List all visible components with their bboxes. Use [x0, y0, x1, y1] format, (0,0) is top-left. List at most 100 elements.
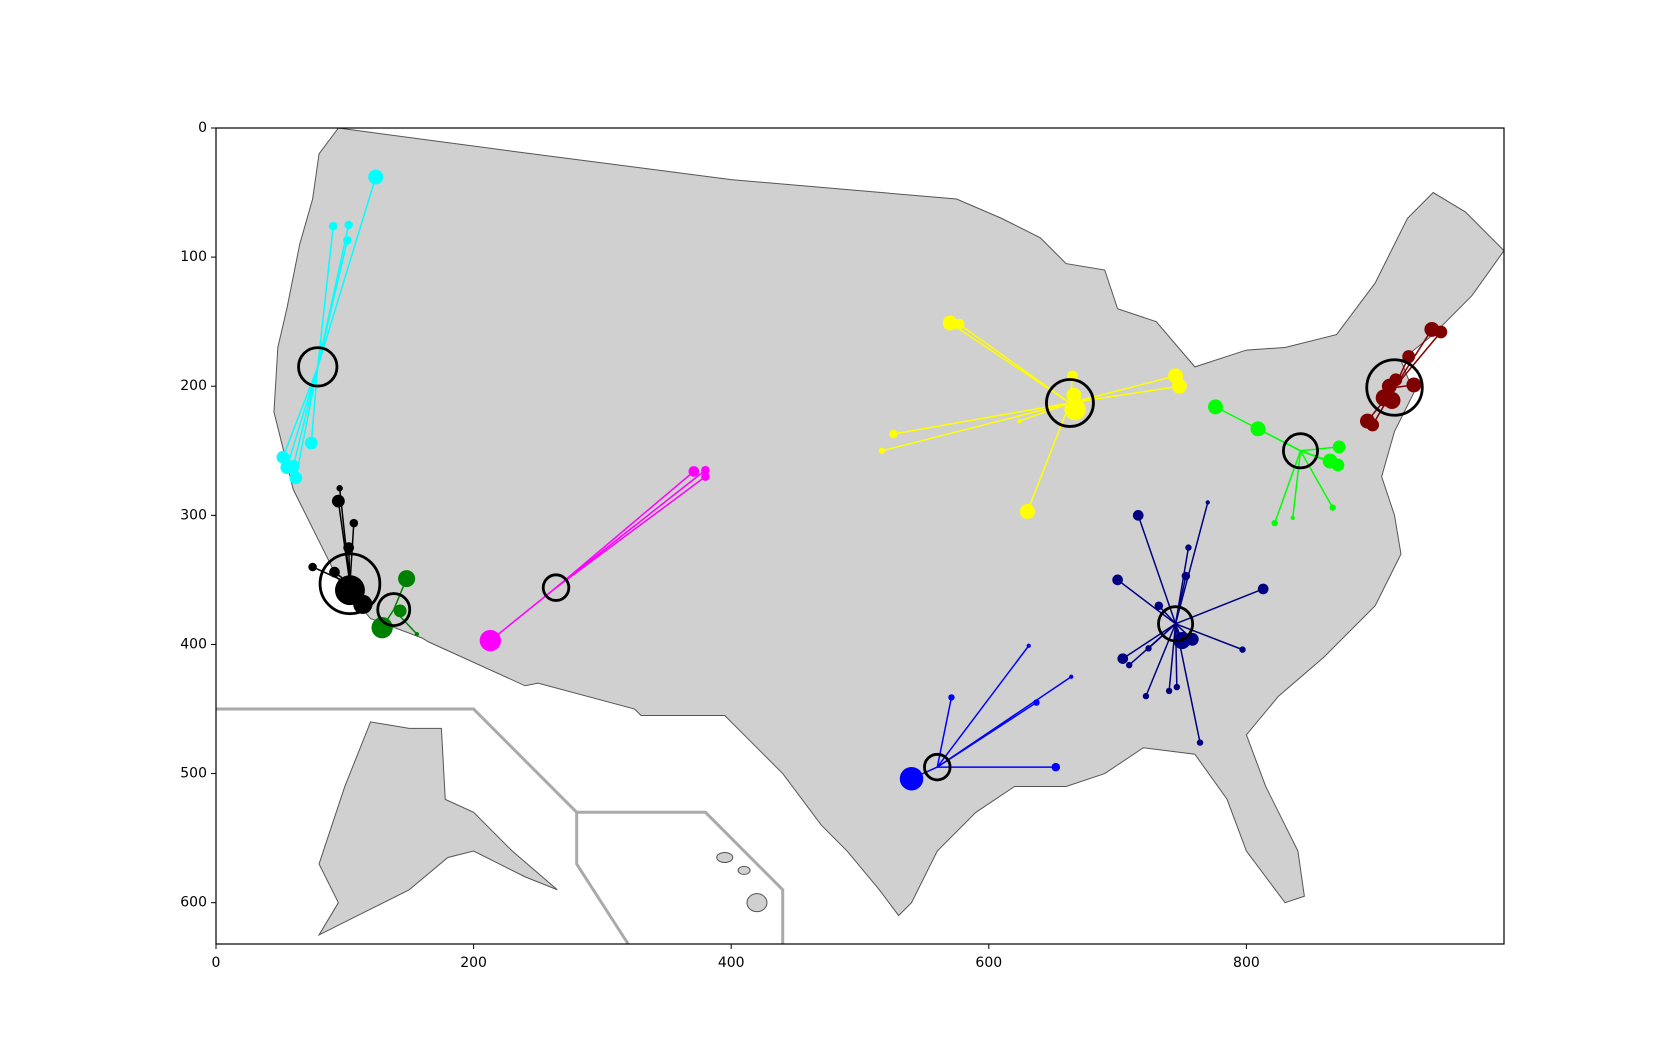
plot-area — [276, 169, 1448, 791]
x-tick-label: 800 — [1233, 955, 1260, 971]
link — [317, 176, 377, 368]
link — [1175, 623, 1243, 651]
y-tick-label: 400 — [180, 636, 207, 652]
point — [344, 220, 353, 230]
point — [1171, 378, 1187, 394]
y-tick-label: 600 — [180, 895, 207, 911]
point — [1125, 661, 1133, 669]
us-outline — [273, 127, 1505, 917]
link — [555, 469, 706, 589]
point — [1332, 440, 1346, 454]
point — [1271, 519, 1278, 527]
link — [1257, 428, 1301, 452]
cluster-center — [923, 752, 952, 782]
point — [1033, 699, 1040, 706]
point — [1142, 692, 1150, 700]
point — [1181, 571, 1191, 581]
link — [555, 470, 695, 589]
link — [286, 366, 319, 468]
cluster-center — [318, 552, 382, 616]
point — [1132, 510, 1144, 521]
link — [1174, 623, 1178, 688]
point — [1026, 643, 1031, 648]
point — [1406, 377, 1422, 393]
point — [1112, 574, 1123, 586]
point — [1196, 739, 1204, 746]
hawaii-island — [737, 865, 751, 875]
x-tick-label: 400 — [718, 955, 745, 971]
point — [688, 466, 700, 477]
x-tick-label: 600 — [975, 955, 1002, 971]
point — [878, 447, 886, 454]
point — [1331, 458, 1345, 472]
point — [304, 436, 318, 450]
point — [1389, 373, 1403, 387]
point — [1066, 387, 1082, 403]
point — [1208, 399, 1223, 415]
point — [308, 562, 317, 572]
link — [292, 366, 319, 467]
point — [948, 694, 955, 701]
point — [414, 631, 420, 637]
link — [317, 240, 349, 368]
link — [1069, 375, 1176, 404]
cluster-center — [1365, 358, 1424, 417]
point — [393, 604, 407, 618]
point — [336, 485, 343, 492]
link — [1026, 402, 1071, 512]
link — [1145, 623, 1177, 697]
hawaii-island — [716, 851, 734, 863]
axes-frame — [215, 127, 1505, 945]
cluster-center — [297, 346, 339, 388]
link — [1175, 588, 1264, 625]
link — [1069, 385, 1180, 404]
y-tick-label: 200 — [180, 378, 207, 394]
point — [331, 494, 345, 508]
point — [889, 429, 898, 439]
link — [1299, 450, 1334, 508]
link — [282, 366, 319, 458]
link — [881, 402, 1071, 452]
point — [371, 616, 393, 639]
point — [1145, 645, 1152, 652]
point — [1290, 515, 1295, 521]
link — [1300, 446, 1340, 452]
link — [936, 701, 1037, 768]
point — [398, 570, 416, 588]
point — [953, 318, 965, 330]
point — [1173, 683, 1181, 691]
point — [1402, 350, 1416, 363]
point — [1069, 674, 1074, 679]
point — [1185, 544, 1192, 551]
link — [1292, 450, 1302, 519]
y-tick-label: 0 — [198, 120, 207, 136]
point — [1154, 601, 1164, 610]
point — [942, 315, 958, 331]
link — [893, 402, 1071, 435]
y-tick-label: 300 — [180, 507, 207, 523]
map — [216, 127, 1505, 945]
point — [286, 459, 300, 473]
point — [1257, 583, 1269, 595]
point — [1019, 503, 1035, 519]
point — [328, 221, 338, 231]
point — [1117, 653, 1129, 664]
point — [1165, 687, 1173, 695]
link — [1174, 547, 1190, 624]
link — [1393, 331, 1442, 388]
cluster-center — [1045, 378, 1095, 428]
link — [555, 476, 706, 589]
point — [1051, 762, 1061, 772]
link — [317, 226, 334, 367]
point — [1366, 418, 1380, 432]
point — [1434, 325, 1448, 339]
cluster-center — [376, 592, 412, 628]
cluster-center — [1157, 605, 1195, 643]
x-tick-label: 200 — [460, 955, 487, 971]
point — [349, 518, 359, 528]
point — [329, 566, 340, 578]
point — [1017, 418, 1022, 424]
link — [1137, 515, 1177, 625]
point — [343, 236, 352, 245]
